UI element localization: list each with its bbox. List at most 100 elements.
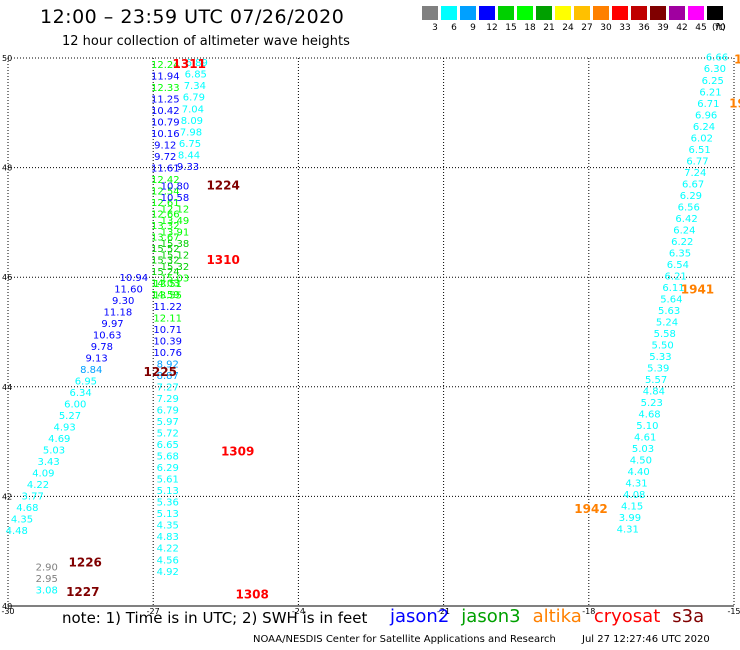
legend-swatch (479, 6, 495, 20)
wave-height-value: 5.61 (157, 475, 179, 486)
wave-height-value: 15.38 (161, 239, 190, 250)
wave-height-value: 4.48 (6, 526, 28, 537)
wave-height-value: 3.77 (22, 492, 44, 503)
legend-label: 21 (543, 23, 555, 33)
wave-height-value: 13.55 (153, 291, 182, 302)
wave-height-value: 6.54 (667, 260, 689, 271)
legend-swatch (650, 6, 666, 20)
pass-number-label: 1225 (144, 365, 177, 379)
wave-height-value: 6.79 (157, 406, 179, 417)
wave-height-value: 12.24 (151, 60, 180, 71)
wave-height-value: 10.16 (151, 129, 180, 140)
wave-height-value: 6.51 (689, 145, 711, 156)
wave-height-value: 4.68 (638, 409, 660, 420)
wave-height-value: 7.29 (157, 394, 179, 405)
wave-height-value: 6.89 (186, 58, 208, 69)
map-subtitle: 12 hour collection of altimeter wave hei… (62, 34, 350, 49)
pass-number-label: 1226 (69, 556, 102, 570)
wave-height-value: 13.67 (151, 232, 180, 243)
wave-height-value: 6.24 (693, 122, 715, 133)
wave-height-value: 6.71 (697, 99, 719, 110)
credit-text: NOAA/NESDIS Center for Satellite Applica… (253, 634, 556, 645)
wave-height-value: 10.42 (151, 106, 180, 117)
wave-height-value: 13.91 (161, 228, 190, 239)
pass-number-label: 1942 (574, 502, 607, 516)
wave-height-value: 6.79 (183, 93, 205, 104)
footer-note: note: 1) Time is in UTC; 2) SWH is in fe… (62, 609, 368, 627)
generation-timestamp: Jul 27 12:27:46 UTC 2020 (582, 634, 710, 645)
wave-height-value: 11.94 (151, 71, 180, 82)
pass-labels: 1311 1224 1310 1309 1308 1225 1226 1227 1940 1941… (66, 52, 740, 601)
wave-height-value: 9.33 (177, 162, 199, 173)
legend-unit: (ft) (712, 23, 726, 33)
wave-height-value: 5.64 (660, 294, 682, 305)
lon-tick-label: -18 (582, 607, 595, 616)
legend-swatch (498, 6, 514, 20)
wave-height-value: 11.22 (153, 302, 182, 313)
legend-label: 36 (638, 23, 650, 33)
wave-height-value: 5.03 (43, 446, 65, 457)
pass-number-label: 1311 (173, 57, 206, 71)
wave-height-value: 10.39 (153, 337, 182, 348)
legend-swatch (707, 6, 723, 20)
lat-tick-label: 50 (2, 54, 12, 63)
wave-height-value: 4.09 (32, 469, 54, 480)
wave-height-value: 2.90 (36, 562, 58, 573)
wave-height-value: 11.60 (114, 285, 143, 296)
wave-height-value: 4.35 (11, 515, 33, 526)
lon-tick-label: -30 (1, 607, 14, 616)
wave-height-value: 9.78 (91, 342, 113, 353)
wave-height-value: 6.25 (702, 76, 724, 87)
wave-height-value: 5.13 (157, 509, 179, 520)
wave-height-value: 6.75 (179, 139, 201, 150)
wave-height-value: 15.32 (161, 262, 190, 273)
wave-height-value: 5.23 (641, 398, 663, 409)
legend-label: 30 (600, 23, 612, 33)
wave-height-value: 4.08 (623, 490, 645, 501)
wave-height-value: 6.21 (665, 271, 687, 282)
wave-height-value: 4.35 (157, 521, 179, 532)
legend-label: 3 (432, 23, 438, 33)
wave-height-value: 6.95 (75, 377, 97, 388)
wave-height-value: 8.44 (178, 150, 200, 161)
wave-height-value: 5.13 (157, 486, 179, 497)
legend-label: 27 (581, 23, 593, 33)
wave-height-value: 3.99 (619, 513, 641, 524)
wave-height-value: 12.12 (161, 205, 190, 216)
wave-height-value: 6.02 (691, 133, 713, 144)
wave-height-value: 6.22 (671, 237, 693, 248)
wave-height-value: 6.96 (695, 110, 717, 121)
lat-tick-label: 48 (2, 164, 12, 173)
wave-height-value: 11.25 (151, 94, 180, 105)
wave-height-value: 5.97 (157, 417, 179, 428)
wave-height-value: 10.63 (93, 331, 122, 342)
wave-height-value: 4.68 (16, 503, 38, 514)
wave-height-value: 8.09 (181, 116, 203, 127)
wave-height-value: 8.92 (157, 360, 179, 371)
wave-height-value: 4.61 (634, 433, 656, 444)
wave-height-value: 6.85 (185, 70, 207, 81)
wave-height-value: 13.32 (151, 221, 180, 232)
wave-height-value: 9.30 (112, 296, 134, 307)
wave-height-value: 12.66 (151, 209, 180, 220)
wave-height-value: 4.84 (643, 386, 665, 397)
legend-swatch (517, 6, 533, 20)
wave-height-value: 8.84 (80, 365, 102, 376)
lat-tick-label: 44 (2, 383, 12, 392)
legend-swatch (669, 6, 685, 20)
wave-height-value: 9.97 (101, 319, 123, 330)
wave-height-value: 6.00 (64, 400, 86, 411)
wave-height-value: 12.61 (151, 198, 180, 209)
pass-number-label: 1 (734, 52, 740, 66)
wave-height-value: 4.83 (157, 532, 179, 543)
wave-height-value: 14.03 (151, 279, 180, 290)
legend-swatch (555, 6, 571, 20)
wave-height-value: 7.24 (684, 168, 706, 179)
lat-tick-label: 46 (2, 273, 12, 282)
wave-height-value: 5.63 (658, 306, 680, 317)
wave-height-value: 6.21 (699, 87, 721, 98)
wave-height-value: 12.42 (151, 175, 180, 186)
wave-height-value: 6.66 (706, 53, 728, 64)
wave-height-value: 5.24 (656, 317, 678, 328)
wave-height-value: 13.49 (161, 216, 190, 227)
